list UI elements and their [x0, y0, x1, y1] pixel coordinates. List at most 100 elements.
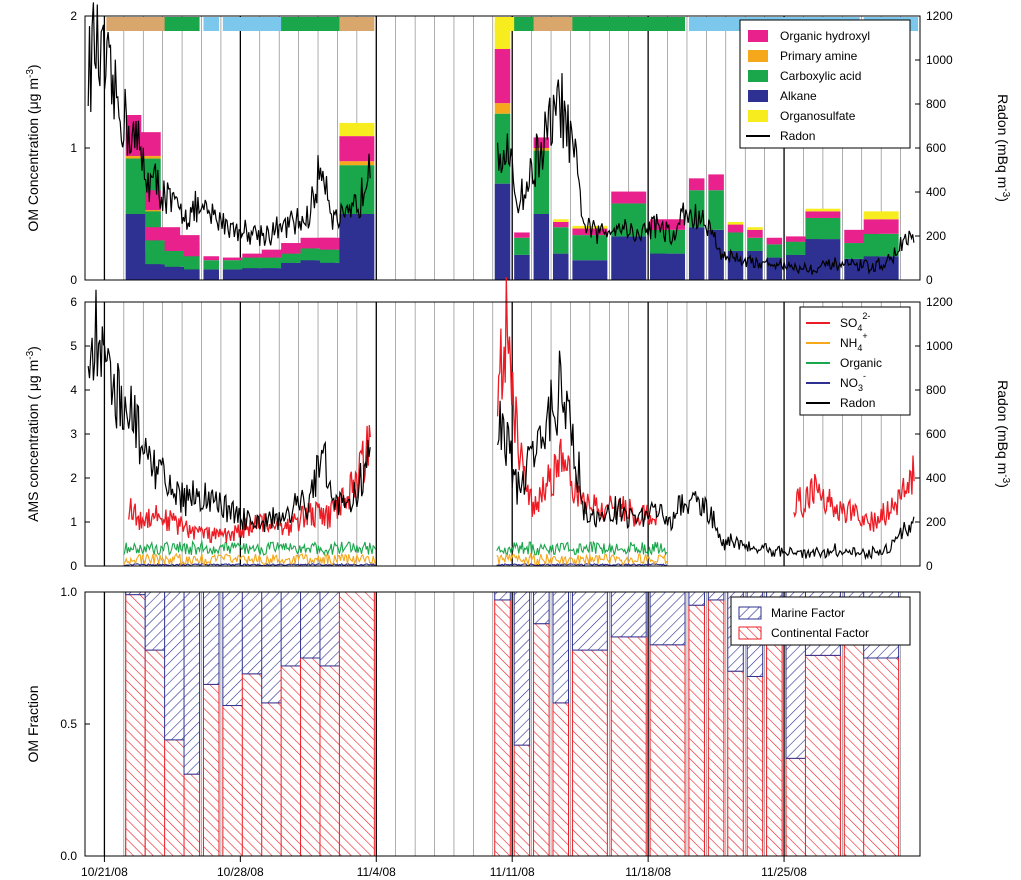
- x-ticks: 10/21/08 10/28/08 11/4/08 11/11/08 11/18/08 1…: [81, 856, 807, 879]
- bar-segment-alkane: [533, 214, 550, 280]
- y-tick-label: 0.0: [60, 849, 77, 863]
- marine-bar: [649, 591, 686, 646]
- radon-series: [87, 289, 915, 561]
- y2-tick-label: 600: [926, 141, 946, 155]
- sulfate-line: [793, 455, 915, 532]
- plot-frame: [84, 301, 921, 567]
- bar-segment-acid: [727, 232, 744, 251]
- ylabel-sup: -3: [25, 69, 36, 78]
- om-bars: [125, 22, 899, 280]
- bar-segment-acid: [766, 244, 783, 258]
- bar-segment-acid: [203, 260, 219, 270]
- continental-bar: [727, 670, 744, 857]
- bar-segment-oh: [494, 49, 511, 104]
- bar-segment-oh: [203, 256, 219, 261]
- legend-label: Radon: [840, 396, 875, 410]
- bar-segment-acid: [611, 203, 647, 237]
- legend-swatch: [738, 626, 762, 640]
- legend-swatch: [748, 70, 768, 82]
- legend-sup: +: [862, 331, 867, 341]
- y2-tick-label: 800: [926, 383, 946, 397]
- y-axis-label: OM Fraction: [25, 685, 41, 762]
- marine-bar: [552, 591, 570, 704]
- legend-sub: 4: [857, 343, 862, 353]
- y-tick-label: 0: [70, 559, 77, 573]
- y-tick-label: 3: [70, 427, 77, 441]
- ylabel-end: ): [25, 346, 41, 351]
- y2-tick-label: 1000: [926, 339, 953, 353]
- bar-segment-os: [494, 22, 511, 49]
- legend-text: Continental Factor: [771, 626, 869, 640]
- y2-tick-label: 400: [926, 471, 946, 485]
- bar-segment-acid: [281, 253, 317, 263]
- bar-segment-os: [339, 122, 375, 137]
- source-band: [281, 17, 355, 31]
- legend-label: Organic hydroxyl: [780, 29, 870, 43]
- y-axis-label: OM Concentration (μg m-3): [25, 64, 42, 231]
- bar-segment-os: [747, 227, 763, 230]
- legend-label: Organic: [840, 356, 882, 370]
- legend-text: Organic hydroxyl: [780, 29, 870, 43]
- y-ticks: 0 1 2: [70, 9, 90, 287]
- marine-bar: [494, 591, 511, 601]
- bar-segment-alkane: [650, 253, 686, 280]
- bar-segment-acid: [184, 256, 200, 270]
- bar-segment-alkane: [261, 268, 297, 280]
- source-band: [222, 17, 297, 31]
- continental-bar: [513, 744, 531, 857]
- legend-swatch: [748, 110, 768, 122]
- bar-segment-oh: [514, 232, 530, 238]
- source-band: [164, 17, 200, 31]
- legend-text: SO: [840, 316, 857, 330]
- marine-bar: [513, 591, 531, 746]
- ams-series: [123, 277, 915, 567]
- ammonium-line: [496, 552, 668, 567]
- legend-text: NH: [840, 336, 857, 350]
- bar-segment-os: [552, 219, 569, 222]
- y-tick-label: 2: [70, 471, 77, 485]
- marine-bar: [688, 591, 705, 606]
- marine-bar: [610, 591, 647, 638]
- y2label-main: Radon (mBq m: [995, 94, 1011, 188]
- legend-text: Organosulfate: [780, 109, 856, 123]
- bar-segment-acid: [261, 257, 297, 269]
- bar-segment-alkane: [727, 250, 744, 280]
- ylabel-main: OM Concentration (μg m: [25, 78, 41, 232]
- legend-swatch: [748, 30, 768, 42]
- legend-sub: 3: [858, 383, 863, 393]
- bar-segment-os: [805, 208, 841, 212]
- marine-bar: [183, 591, 201, 775]
- y-tick-label: 0: [70, 273, 77, 287]
- continental-bar: [183, 773, 201, 857]
- legend-swatch: [738, 606, 762, 620]
- ylabel-main: AMS concentration ( μg m: [25, 360, 41, 522]
- y-tick-label: 2: [70, 9, 77, 23]
- radon-line: [497, 73, 915, 275]
- bar-segment-alkane: [242, 268, 278, 280]
- legend-label: Alkane: [780, 89, 817, 103]
- bar-segment-alkane: [688, 227, 705, 280]
- y-tick-label: 1: [70, 141, 77, 155]
- continental-bar: [610, 636, 647, 857]
- continental-bar: [552, 702, 570, 857]
- bar-segment-amine: [339, 161, 375, 166]
- bar-segment-alkane: [339, 214, 375, 280]
- x-tick-label: 11/25/08: [761, 865, 807, 879]
- bar-segment-amine: [145, 210, 161, 212]
- y-tick-label: 4: [70, 383, 77, 397]
- y2-axis-label: Radon (mBq m-3): [995, 380, 1012, 488]
- x-tick-label: 11/4/08: [357, 865, 396, 879]
- organic-line: [496, 540, 668, 557]
- bar-segment-oh: [242, 253, 278, 258]
- panel-om-concentration: 0 1 2 0 200 400 600 800 1000 1200 OM Concentrati…: [25, 2, 1012, 287]
- bar-segment-alkane: [203, 269, 219, 280]
- continental-bar: [338, 591, 375, 857]
- bar-segment-oh: [766, 237, 783, 245]
- bar-segment-oh: [688, 178, 705, 191]
- bar-segment-oh: [222, 257, 258, 261]
- marine-bar: [202, 591, 220, 685]
- y2-tick-label: 600: [926, 427, 946, 441]
- continental-bar: [494, 599, 511, 857]
